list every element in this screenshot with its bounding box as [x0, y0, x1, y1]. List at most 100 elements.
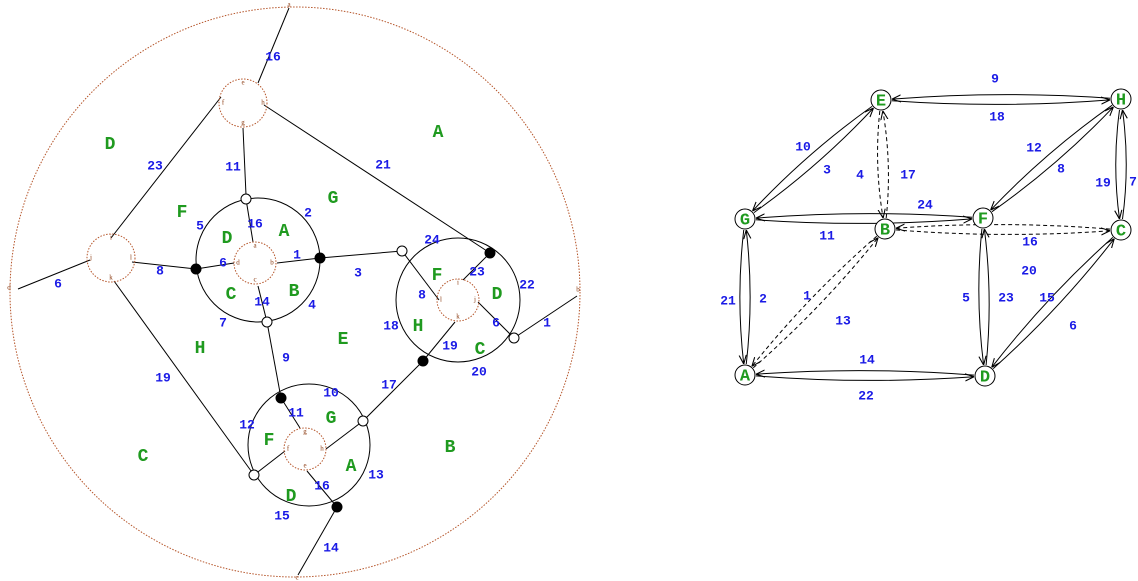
edge-label: 8 [156, 263, 164, 278]
edge-label: 4 [308, 297, 316, 312]
region-label: D [492, 285, 503, 305]
small-circle [283, 427, 327, 471]
edge [891, 100, 1110, 105]
point-label: e [303, 462, 306, 470]
node-label: D [980, 368, 990, 387]
edge-label: 17 [900, 167, 916, 182]
small-circle [86, 233, 136, 283]
node-label: C [1116, 222, 1126, 241]
edge [984, 229, 990, 366]
edge-label: 10 [795, 139, 811, 154]
small-circle [436, 278, 480, 322]
edge-label: 9 [282, 350, 290, 365]
edges [17, 7, 578, 576]
region-label: G [328, 189, 339, 209]
edge [756, 371, 975, 376]
edge [992, 239, 1114, 370]
edge-label: 3 [354, 265, 362, 280]
edge [755, 219, 972, 224]
edge-label: 14 [254, 294, 270, 309]
edge-label: 8 [418, 287, 426, 302]
node [974, 365, 996, 387]
outer-point-label: d [7, 284, 11, 292]
edge [992, 236, 1114, 367]
region-label: F [432, 266, 443, 286]
edge-label: 23 [998, 290, 1014, 305]
edge [753, 108, 874, 214]
point-label: l [130, 254, 132, 262]
region-label: A [433, 123, 444, 143]
edge-label: 21 [720, 293, 736, 308]
node [870, 89, 892, 111]
edge-label: 13 [835, 313, 851, 328]
point-label: k [456, 313, 460, 321]
edge-label: 7 [219, 315, 227, 330]
region-label: D [286, 487, 297, 507]
edge-label: 3 [823, 162, 831, 177]
small-circle [233, 241, 277, 285]
region-label: A [279, 222, 290, 242]
edge-label: 6 [1069, 318, 1077, 333]
point-label: d [236, 259, 240, 267]
edge [756, 213, 973, 219]
region-label: C [475, 340, 486, 360]
outer-point-label: b [576, 286, 580, 294]
region-label: D [222, 229, 233, 249]
region-label: D [105, 135, 116, 155]
edge [991, 107, 1113, 213]
edge-label: 10 [323, 385, 339, 400]
edge-label: 6 [219, 255, 227, 270]
node-label: B [880, 221, 890, 240]
point-label: h [261, 99, 265, 107]
point-label: f [222, 99, 225, 107]
edge-label: 7 [1129, 174, 1137, 189]
outer-point-label: a [287, 1, 291, 9]
node [734, 364, 756, 386]
region-label: H [413, 317, 424, 337]
point-label: j [473, 296, 476, 304]
edge [752, 235, 878, 366]
edge-label: 16 [1022, 234, 1038, 249]
small-circles [86, 78, 480, 471]
node-label: H [1116, 91, 1126, 110]
point-label: f [287, 445, 290, 453]
edge-label: 11 [225, 159, 241, 174]
edge-label: 21 [375, 157, 391, 172]
edge-label: 14 [323, 540, 339, 555]
region-label: F [264, 431, 275, 451]
edge-label: 8 [1057, 161, 1065, 176]
region-label: B [445, 438, 456, 458]
region-label: G [326, 409, 337, 429]
region-label: F [177, 203, 188, 223]
edge [752, 238, 878, 369]
edge-label: 15 [274, 508, 290, 523]
edge-label: 1 [803, 288, 811, 303]
edge-label: 23 [147, 158, 163, 173]
small-circle [218, 78, 268, 128]
edge [753, 105, 873, 211]
node [1110, 88, 1132, 110]
node [874, 218, 896, 240]
point-label: a [253, 242, 257, 250]
nodes [190, 193, 520, 513]
edge [895, 230, 1110, 235]
node [972, 207, 994, 229]
node [734, 208, 756, 230]
edge-label: 4 [856, 167, 864, 182]
edge-label: 22 [858, 388, 874, 403]
outer-point-label: c [295, 574, 298, 581]
ring [395, 237, 521, 363]
node-label: G [740, 211, 750, 230]
edge-label: 22 [519, 277, 535, 292]
edge-label: 5 [962, 290, 970, 305]
ring [247, 383, 371, 507]
point-label: g [241, 119, 245, 127]
node-label: F [978, 210, 988, 229]
edge-label: 2 [759, 291, 767, 306]
edge [991, 104, 1113, 210]
point-label: k [109, 274, 113, 282]
edge-label: 9 [991, 71, 999, 86]
edge-label: 11 [819, 228, 835, 243]
region-label: A [346, 457, 357, 477]
